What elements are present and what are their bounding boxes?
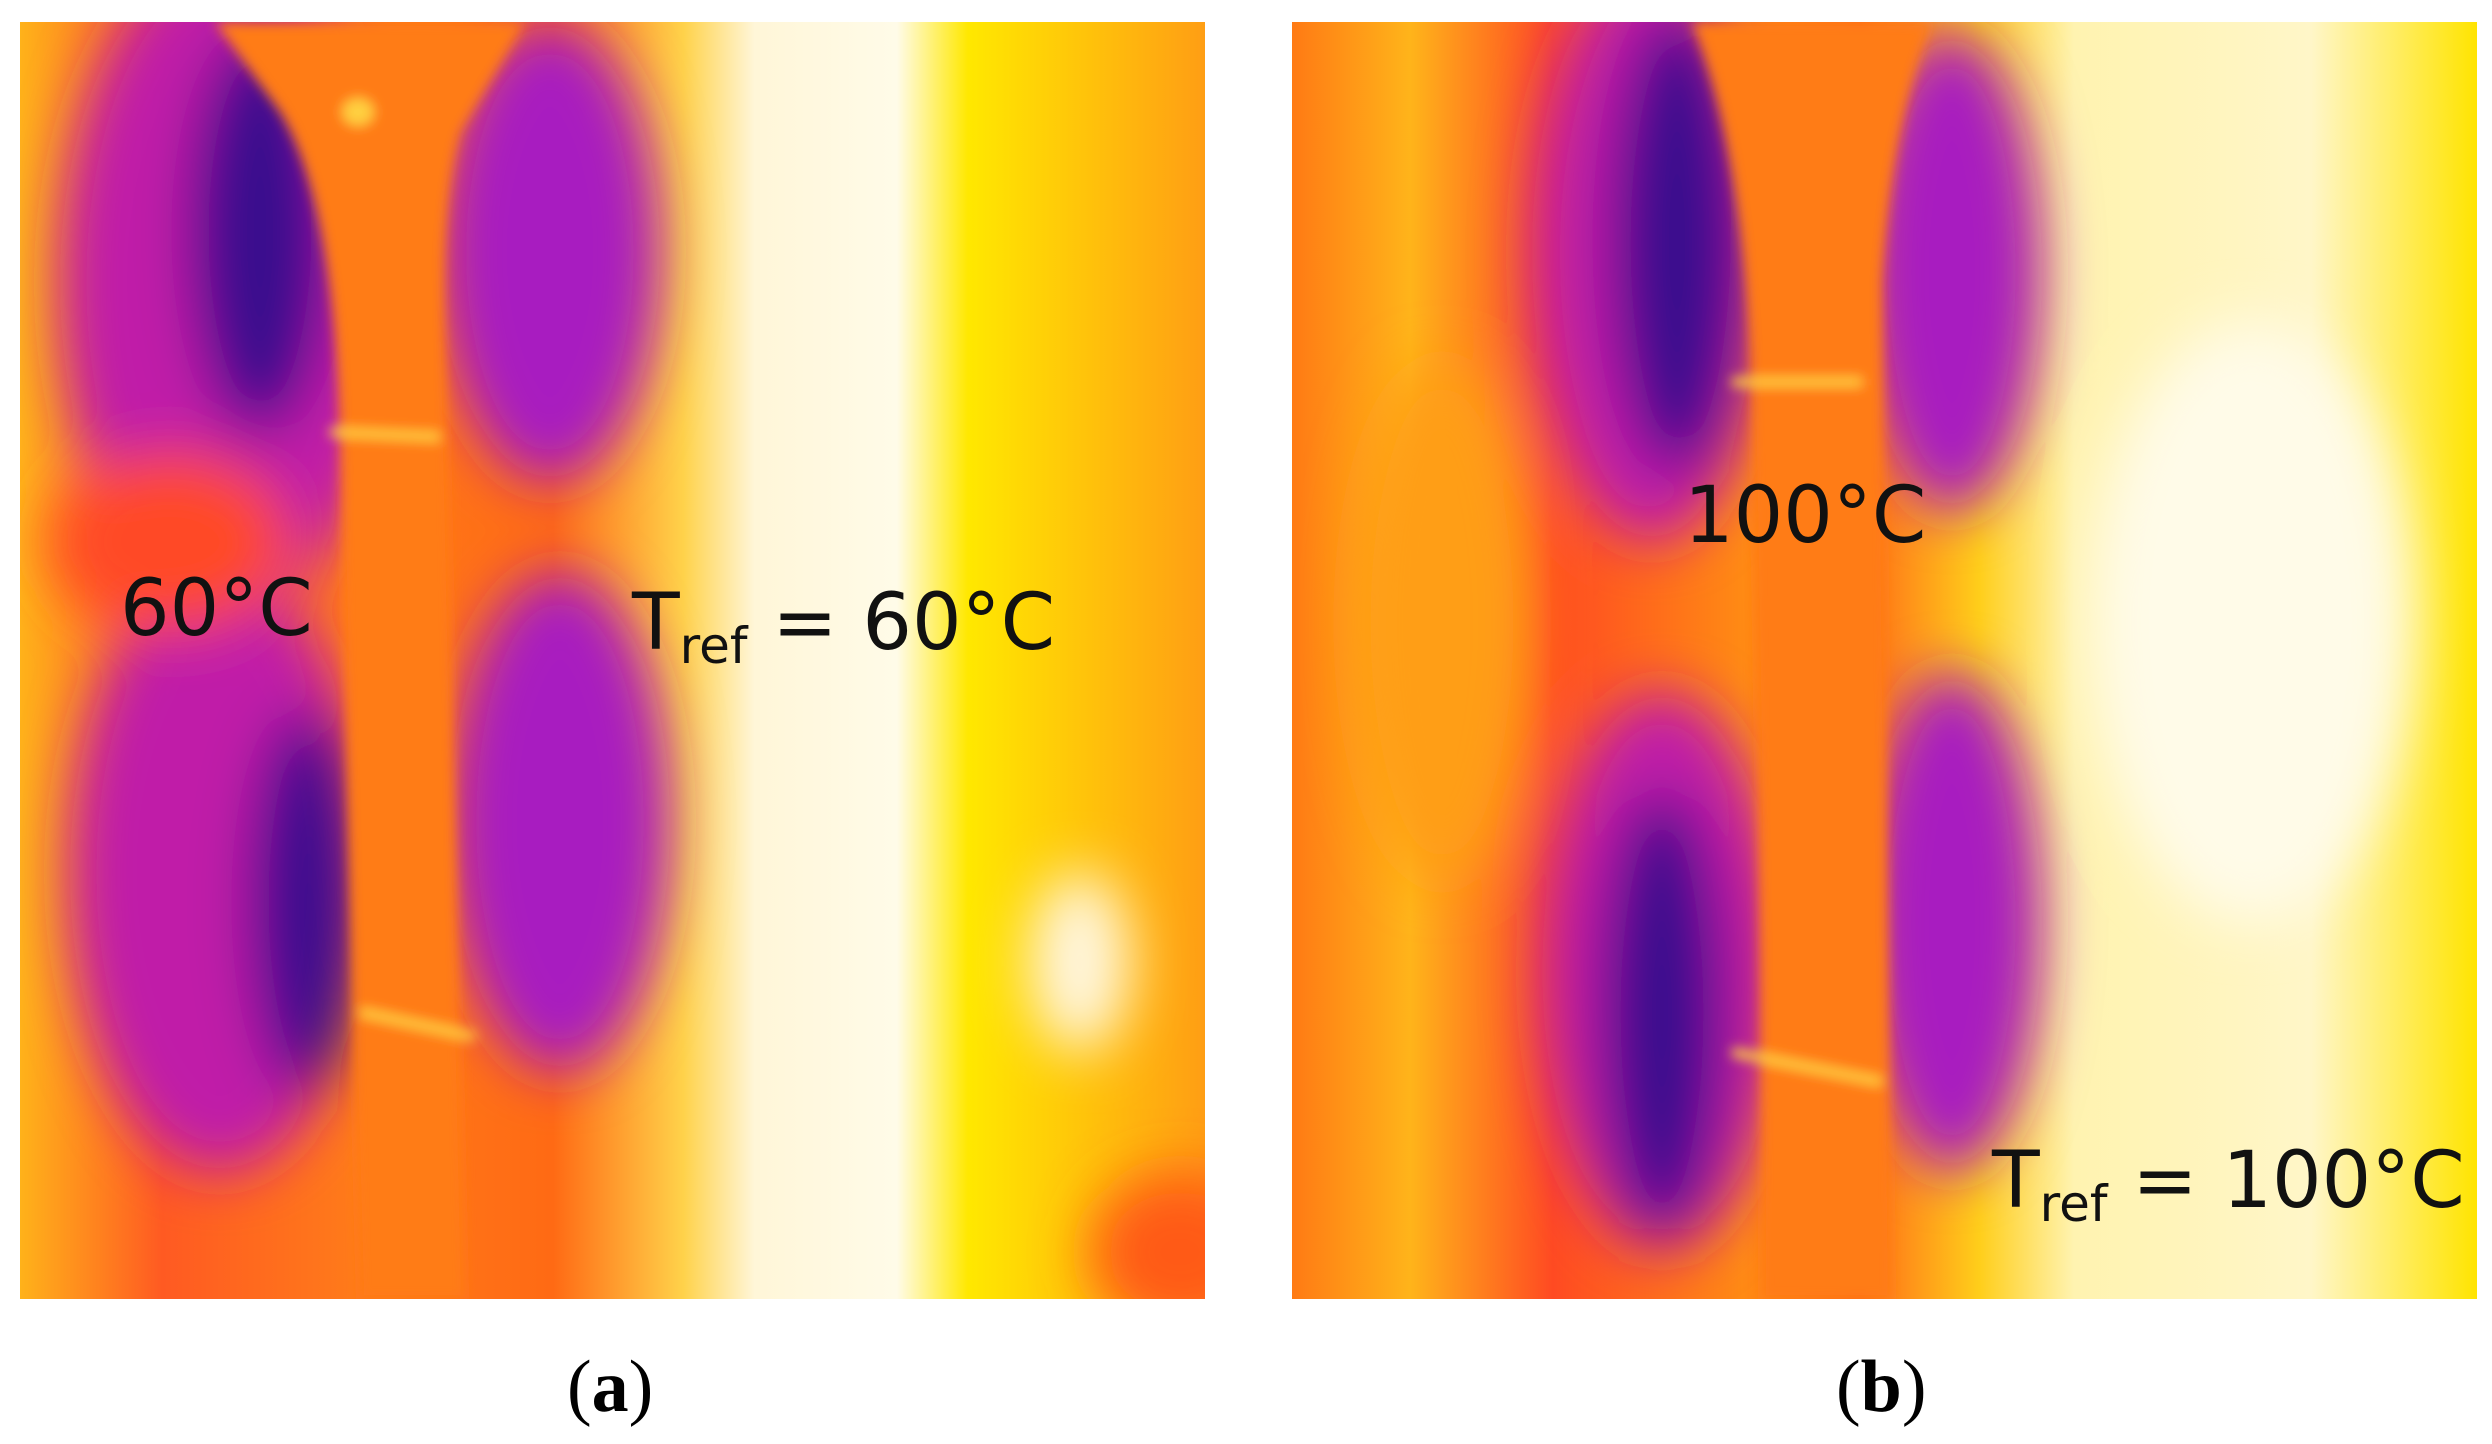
sample-temp-label-a: 60°C xyxy=(120,564,313,654)
reference-temp-label-a: Tref = 60°C xyxy=(632,578,1056,675)
thermal-heatmap-b xyxy=(1292,22,2477,1299)
caption-b: (b) xyxy=(1836,1346,1927,1428)
thermal-heatmap-a xyxy=(20,22,1205,1299)
sample-temp-label-b: 100°C xyxy=(1684,471,1927,561)
caption-a: (a) xyxy=(567,1346,654,1428)
thermal-image-b: 100°C Tref = 100°C xyxy=(1292,22,2477,1299)
thermal-image-a: 60°C Tref = 60°C xyxy=(20,22,1205,1299)
reference-temp-label-b: Tref = 100°C xyxy=(1992,1136,2465,1233)
